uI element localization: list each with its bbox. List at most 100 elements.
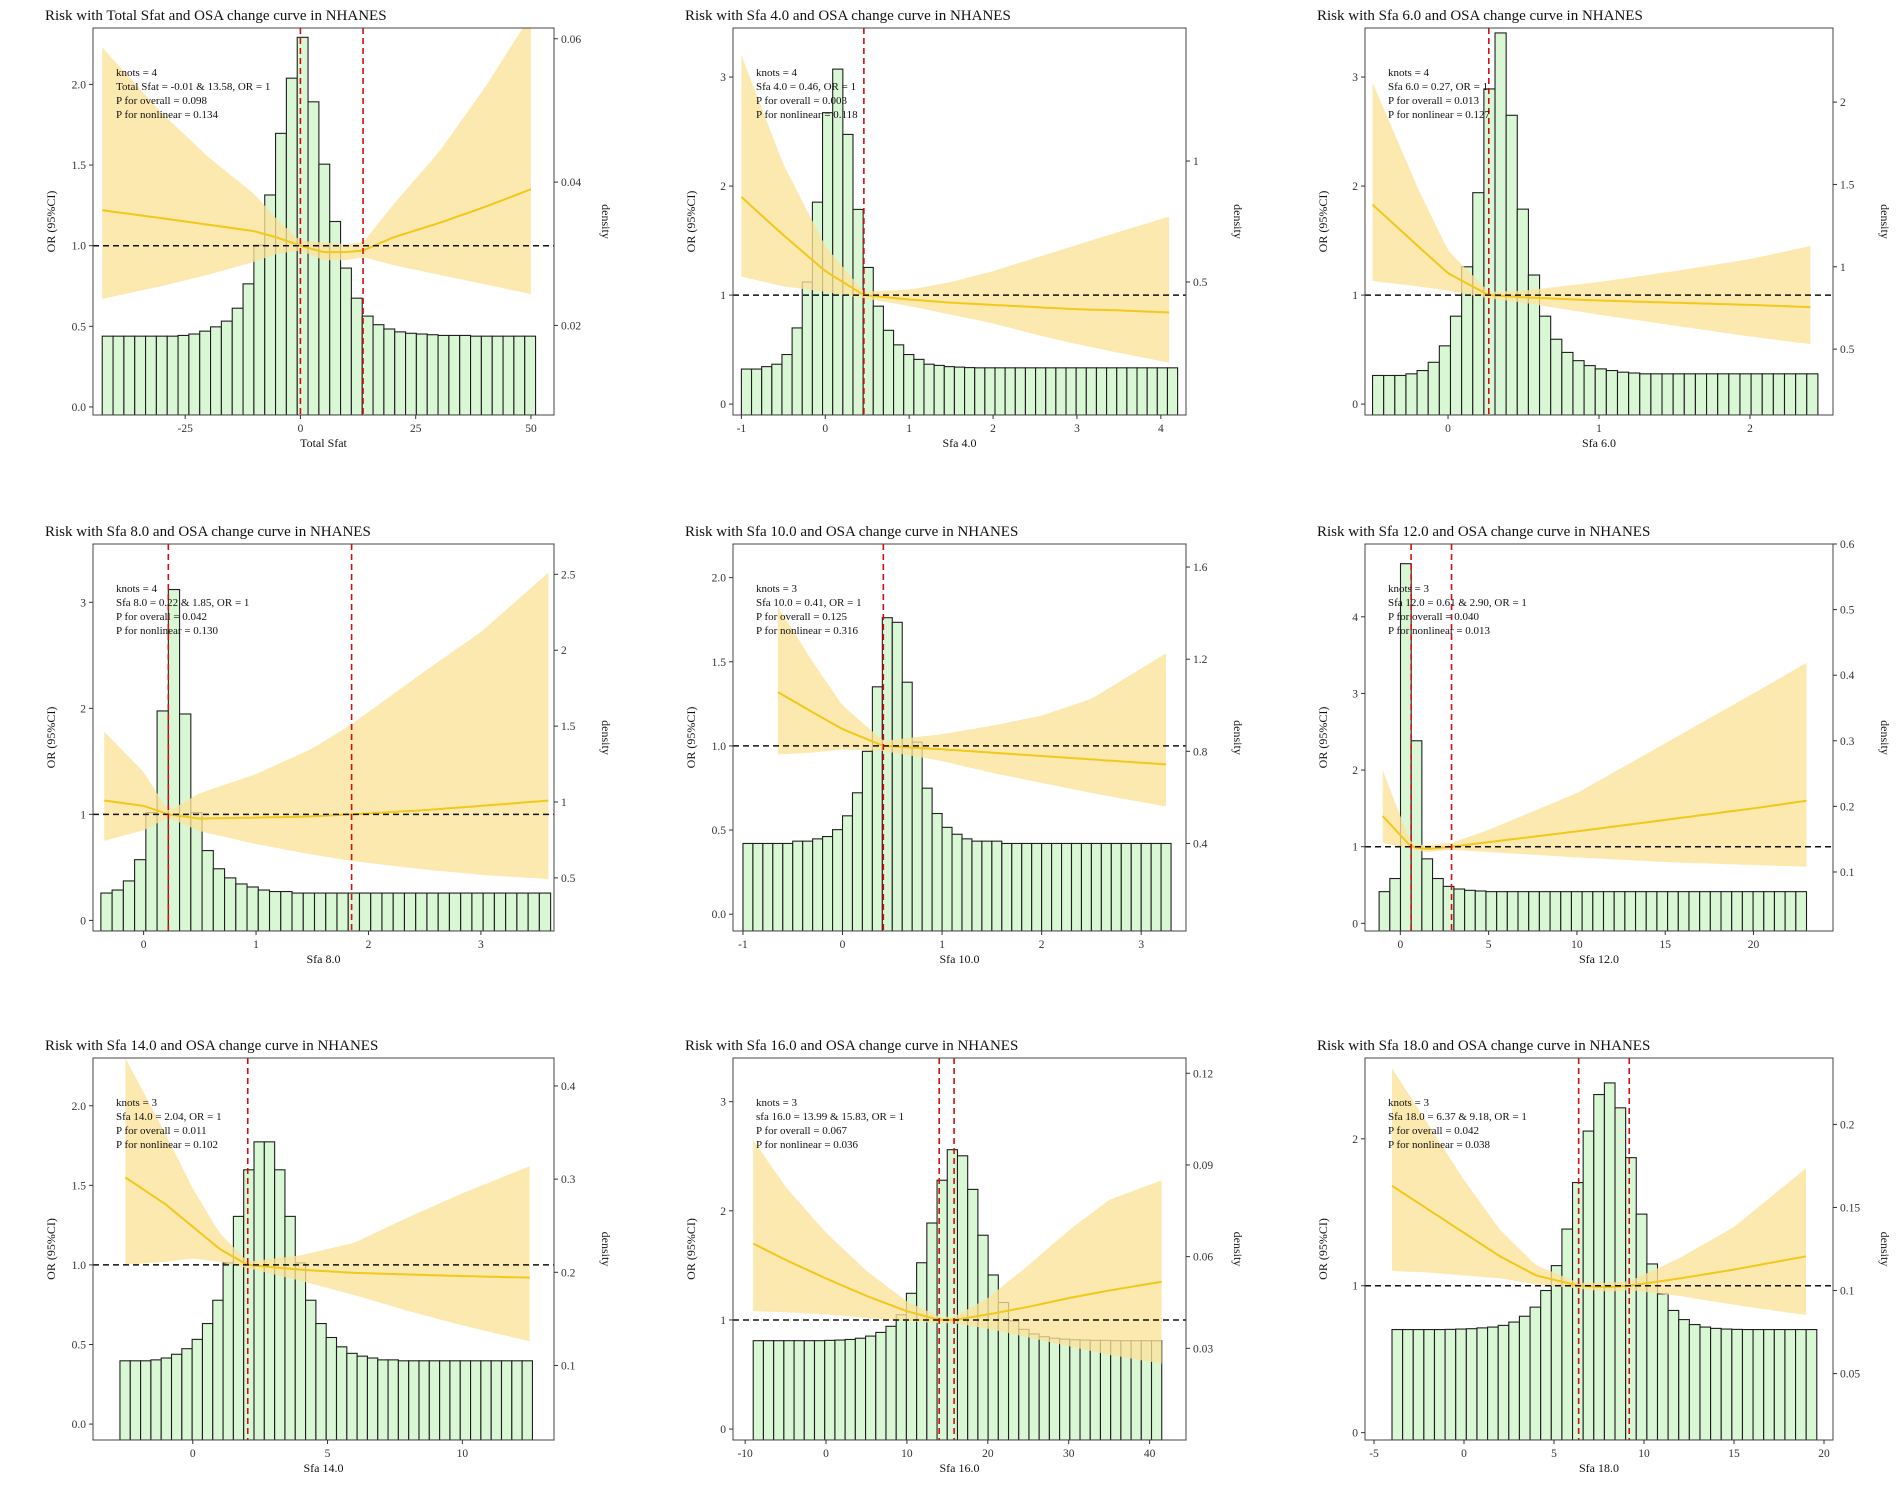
histogram-bar — [296, 36, 309, 415]
histogram-bar — [1539, 315, 1552, 415]
x-axis-label: Sfa 6.0 — [1582, 436, 1616, 450]
histogram-bar — [1090, 842, 1102, 931]
histogram-bar — [1709, 891, 1722, 931]
y2-tick-label: 0.4 — [1840, 670, 1855, 682]
y-tick-label: 2.0 — [72, 1101, 87, 1113]
histogram-bar — [913, 358, 925, 415]
y-tick-label: 1 — [80, 809, 86, 821]
histogram-bar — [1672, 373, 1685, 415]
x-tick-label: 30 — [1063, 1448, 1075, 1460]
histogram-bar — [1624, 891, 1637, 931]
histogram-bar — [822, 836, 834, 931]
histogram-bar — [1699, 891, 1711, 931]
plot-area — [93, 28, 554, 415]
annotation-line: P for nonlinear = 0.127 — [1388, 109, 1491, 121]
y2-tick-label: 0.06 — [1193, 1252, 1213, 1264]
histogram-bar — [1041, 842, 1053, 931]
histogram-bar — [1688, 1324, 1701, 1440]
histogram-bar — [832, 68, 844, 415]
x-tick-label: 2 — [366, 939, 372, 951]
histogram-bar — [1518, 1315, 1531, 1440]
histogram-bar — [854, 1337, 867, 1440]
histogram-bar — [1099, 1339, 1112, 1440]
histogram-bar — [812, 838, 824, 931]
y2-tick-label: 0.15 — [1840, 1202, 1860, 1214]
histogram-bar — [1474, 890, 1487, 931]
histogram-bar — [1739, 373, 1752, 415]
histogram-bar — [903, 353, 915, 415]
y2-tick-label: 0.5 — [1193, 277, 1208, 289]
x-tick-label: 0 — [298, 423, 304, 435]
histogram-bar — [1505, 114, 1518, 415]
histogram-bar — [1024, 367, 1037, 415]
x-axis-label: Sfa 10.0 — [940, 952, 980, 966]
chart-panel-1: -25 0 25 50 0.0 0.5 1.0 1.5 2.0 0.02 0.04 0.06 Risk … — [33, 0, 616, 460]
y2-tick-label: 0.4 — [1193, 838, 1208, 850]
histogram-bar — [1011, 842, 1023, 931]
histogram-bar — [459, 1360, 472, 1440]
histogram-bar — [392, 892, 406, 931]
y-tick-label: 2 — [1352, 765, 1358, 777]
histogram-bar — [1661, 373, 1674, 415]
chart-svg: -1 0 1 2 3 0.0 0.5 1.0 1.5 2.0 0.4 0.8 1.2 1.6 Risk wi… — [684, 524, 1245, 966]
y2-axis-label: density — [1878, 1232, 1892, 1267]
histogram-bar — [134, 335, 147, 415]
histogram-bar — [140, 1360, 152, 1440]
y2-axis-label: density — [1878, 720, 1892, 755]
histogram-bar — [1018, 1328, 1030, 1440]
histogram-bar — [977, 1234, 989, 1440]
histogram-bar — [242, 283, 255, 415]
histogram-bar — [1485, 891, 1498, 931]
histogram-bar — [188, 333, 201, 415]
x-tick-label: 20 — [1748, 939, 1760, 951]
histogram-bar — [792, 840, 804, 931]
x-tick-label: 1 — [906, 423, 912, 435]
histogram-bar — [1100, 842, 1112, 931]
histogram-bar — [1731, 1328, 1744, 1440]
y-axis-label: OR (95%CI) — [1316, 191, 1330, 253]
histogram-bar — [235, 883, 248, 931]
y2-tick-label: 1 — [1193, 156, 1199, 168]
histogram-bar — [1421, 858, 1434, 931]
histogram-bar — [358, 892, 372, 931]
or-curve-line — [1381, 799, 1807, 850]
histogram-bar — [824, 1339, 836, 1440]
histogram-bar — [325, 892, 338, 931]
histogram-bar — [1156, 367, 1169, 415]
histogram-bar — [801, 281, 813, 415]
histogram-bar — [772, 842, 784, 931]
chart-title: Risk with Sfa 10.0 and OSA change curve … — [685, 524, 1018, 540]
histogram-bar — [1540, 1289, 1552, 1440]
y2-tick-label: 0.2 — [1840, 801, 1855, 813]
histogram-bar — [1677, 891, 1690, 931]
x-tick-label: 1 — [939, 939, 945, 951]
histogram-bar — [500, 1360, 513, 1440]
histogram-bar — [521, 1360, 533, 1440]
histogram-bar — [872, 305, 884, 415]
histogram-bar — [325, 1336, 338, 1440]
y2-axis-label: density — [1878, 204, 1892, 239]
y-tick-label: 2 — [1352, 1134, 1358, 1146]
histogram-bar — [1602, 891, 1615, 931]
histogram-bar — [145, 335, 157, 415]
x-tick-label: -1 — [737, 423, 747, 435]
histogram-bar — [931, 812, 943, 931]
chart-title: Risk with Sfa 16.0 and OSA change curve … — [685, 1038, 1018, 1054]
histogram-bar — [418, 1360, 430, 1440]
y-axis-label: OR (95%CI) — [684, 707, 698, 769]
histogram-bar — [524, 335, 537, 415]
histogram-bar — [1516, 208, 1529, 415]
x-tick-label: 0 — [823, 1448, 829, 1460]
x-tick-label: 2 — [990, 423, 996, 435]
histogram-bar — [1795, 373, 1808, 415]
x-tick-label: -1 — [738, 939, 748, 951]
histogram-bar — [1069, 1339, 1081, 1440]
histogram-bar — [1613, 891, 1626, 931]
x-axis-label: Sfa 8.0 — [307, 952, 341, 966]
histogram-bar — [1625, 1157, 1637, 1440]
histogram-bar — [832, 829, 844, 931]
histogram-bar — [1650, 373, 1663, 415]
y-tick-label: 1.0 — [712, 741, 727, 753]
histogram-bar — [1476, 1327, 1489, 1440]
histogram-bar — [1035, 367, 1047, 415]
